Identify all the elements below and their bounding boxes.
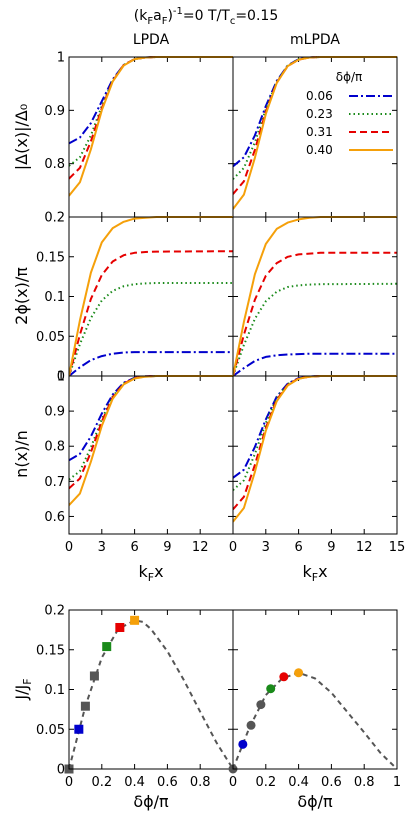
ylabel-phase: 2ϕ(x)/π <box>12 267 31 325</box>
current-LPDA-point-6 <box>130 615 140 625</box>
phase-mLPDA-series-0.06 <box>233 352 397 376</box>
legend-label-023: 0.23 <box>306 107 333 121</box>
current-LPDA-point-2 <box>80 701 90 711</box>
density-LPDA-ytick-label-4: 1 <box>57 370 65 385</box>
density-mLPDA-xtick-label-3: 9 <box>327 540 335 555</box>
phase-LPDA-ytick-label-1: 0.05 <box>36 330 65 345</box>
density-mLPDA-xtick-label-2: 6 <box>294 540 302 555</box>
current-LPDA-xtick-label-2: 0.4 <box>124 775 145 790</box>
current-mLPDA-fit-curve <box>232 671 398 770</box>
phase-LPDA-series-0.23 <box>69 282 233 376</box>
delta-LPDA-ytick-label-0: 0.8 <box>44 157 65 172</box>
phase-LPDA-ytick-label-0: 0 <box>57 370 65 385</box>
current-LPDA-xtick-label-1: 0.2 <box>91 775 112 790</box>
legend-label-040: 0.40 <box>306 143 333 157</box>
current-mLPDA-xtick-label-3: 0.6 <box>321 775 342 790</box>
density-LPDA-xtick-label-0: 0 <box>65 540 73 555</box>
current-LPDA-xtick-label-4: 0.8 <box>190 775 211 790</box>
current-LPDA-point-1 <box>74 724 84 734</box>
current-mLPDA-frame <box>232 609 398 770</box>
legend-label-006: 0.06 <box>306 89 333 103</box>
current-mLPDA-point-4 <box>266 684 276 694</box>
density-mLPDA-xtick-label-5: 15 <box>389 540 406 555</box>
legend: δϕ/π 0.06 0.23 0.31 0.40 <box>306 70 393 157</box>
xlabel-dphi-lpda: δϕ/π <box>133 792 169 811</box>
xlabel-kfx-mlpda: kFx <box>302 562 327 584</box>
current-LPDA-ytick-label-2: 0.1 <box>44 683 65 698</box>
delta-LPDA-series-0.23 <box>69 56 233 167</box>
phase-LPDA-series-0.06 <box>69 351 233 376</box>
current-LPDA-point-3 <box>89 671 99 681</box>
phase-LPDA-series-0.31 <box>69 250 233 376</box>
current-LPDA-ytick-label-0: 0 <box>57 763 65 778</box>
current-mLPDA-point-5 <box>279 672 289 682</box>
density-LPDA-xtick-label-4: 12 <box>192 540 209 555</box>
legend-label-031: 0.31 <box>306 125 333 139</box>
current-LPDA-frame <box>68 609 234 770</box>
density-mLPDA-xtick-label-0: 0 <box>229 540 237 555</box>
density-mLPDA-xtick-label-1: 3 <box>262 540 270 555</box>
current-LPDA-ytick-label-3: 0.15 <box>36 643 65 658</box>
current-mLPDA-xtick-label-5: 1 <box>393 775 401 790</box>
current-LPDA-xtick-label-0: 0 <box>65 775 73 790</box>
current-mLPDA-xtick-label-4: 0.8 <box>354 775 375 790</box>
current-mLPDA-xtick-label-0: 0 <box>229 775 237 790</box>
density-LPDA-xtick-label-2: 6 <box>130 540 138 555</box>
density-LPDA-ytick-label-3: 0.9 <box>44 405 65 420</box>
density-LPDA-xtick-label-3: 9 <box>163 540 171 555</box>
legend-title: δϕ/π <box>336 70 363 84</box>
current-mLPDA-point-1 <box>238 739 248 749</box>
xlabel-kfx-lpda: kFx <box>138 562 163 584</box>
current-LPDA-xtick-label-3: 0.6 <box>157 775 178 790</box>
current-mLPDA-point-6 <box>294 668 304 678</box>
density-LPDA-ytick-label-2: 0.8 <box>44 440 65 455</box>
ylabel-current: J/JF <box>12 678 34 700</box>
ylabel-density: n(x)/n <box>12 430 31 478</box>
density-LPDA-series-0.40 <box>69 375 233 506</box>
phase-LPDA-ytick-label-4: 0.2 <box>44 211 65 226</box>
current-LPDA-fit-curve <box>68 619 234 770</box>
phase-mLPDA-series-0.23 <box>233 282 397 376</box>
current-LPDA-point-5 <box>115 622 125 632</box>
figure-header: (kFaF)-1=0 T/Tc=0.15 <box>134 6 278 27</box>
current-mLPDA-point-3 <box>256 700 266 710</box>
phase-mLPDA-series-0.31 <box>233 251 397 376</box>
density-mLPDA-series-0.31 <box>233 375 397 511</box>
delta-LPDA-ytick-label-2: 1 <box>57 51 65 66</box>
density-LPDA-ytick-label-0: 0.6 <box>44 510 65 525</box>
density-LPDA-xtick-label-1: 3 <box>98 540 106 555</box>
ylabel-delta: |Δ(x)|/Δ₀ <box>12 104 31 170</box>
density-LPDA-ytick-label-1: 0.7 <box>44 475 65 490</box>
xlabel-dphi-mlpda: δϕ/π <box>297 792 333 811</box>
column-title-mlpda: mLPDA <box>290 32 340 48</box>
phase-mLPDA-frame <box>232 216 398 377</box>
phase-LPDA-ytick-label-3: 0.15 <box>36 250 65 265</box>
density-mLPDA-frame <box>232 375 398 535</box>
phase-LPDA-ytick-label-2: 0.1 <box>44 290 65 305</box>
density-LPDA-series-0.23 <box>69 375 233 481</box>
current-mLPDA-xtick-label-2: 0.4 <box>288 775 309 790</box>
delta-LPDA-series-0.40 <box>69 56 233 197</box>
density-mLPDA-series-0.40 <box>233 375 397 523</box>
density-mLPDA-xtick-label-4: 12 <box>356 540 373 555</box>
current-mLPDA-point-2 <box>246 720 256 730</box>
density-mLPDA-series-0.23 <box>233 375 397 491</box>
delta-LPDA-ytick-label-1: 0.9 <box>44 104 65 119</box>
current-LPDA-ytick-label-4: 0.2 <box>44 604 65 619</box>
current-LPDA-ytick-label-1: 0.05 <box>36 723 65 738</box>
current-mLPDA-xtick-label-1: 0.2 <box>255 775 276 790</box>
current-LPDA-point-4 <box>102 642 112 652</box>
phase-mLPDA-series-0.40 <box>233 216 397 376</box>
column-title-lpda: LPDA <box>133 32 170 48</box>
density-LPDA-series-0.06 <box>69 375 233 462</box>
